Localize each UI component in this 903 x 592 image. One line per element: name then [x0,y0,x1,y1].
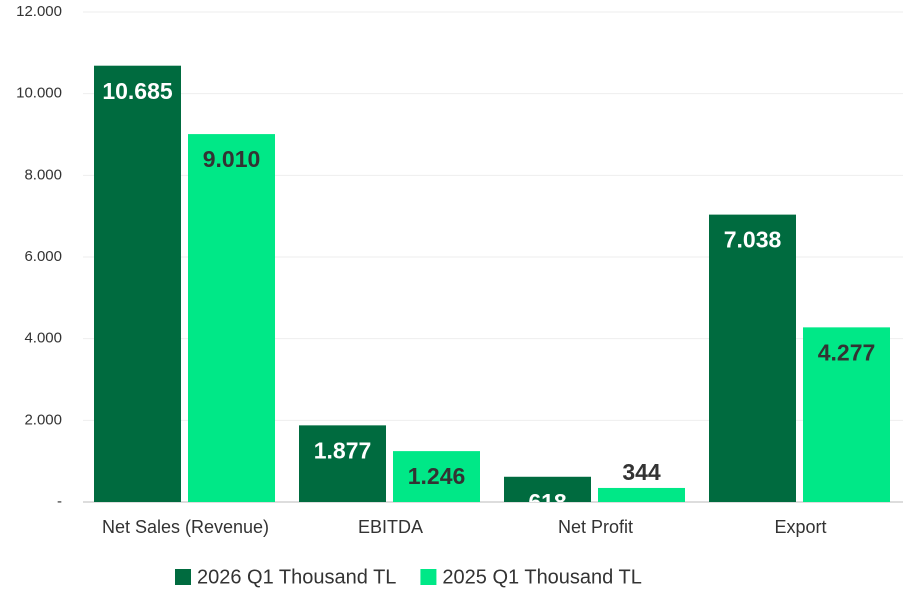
data-label: 4.277 [818,339,876,365]
legend-label: 2025 Q1 Thousand TL [442,566,641,588]
bar [598,487,685,502]
legend-swatch [175,569,191,585]
data-label: 9.010 [203,146,261,172]
data-label: 344 [622,459,661,485]
data-label: 618 [528,489,567,515]
bar [803,327,890,502]
data-label: 7.038 [724,227,782,253]
bar [393,451,480,502]
bar [504,476,591,502]
x-tick-label: EBITDA [358,517,423,537]
data-label: 1.246 [408,463,466,489]
y-tick-label: 2.000 [24,411,62,428]
y-tick-label: 6.000 [24,248,62,265]
y-tick-label: 4.000 [24,330,62,347]
y-tick-label: 10.000 [16,85,62,102]
y-tick-label: - [57,493,62,510]
bars: 10.685 9.010 1.877 1.246 618 344 7.038 4.277 [94,65,890,515]
legend-label: 2026 Q1 Thousand TL [197,566,396,588]
bar [188,134,275,502]
x-tick-label: Net Sales (Revenue) [102,517,269,537]
y-tick-label: 8.000 [24,166,62,183]
legend-swatch [420,569,437,585]
y-tick-label: 12.000 [16,3,62,20]
bar [94,65,181,502]
x-tick-label: Export [774,517,826,537]
bar [709,214,796,502]
x-tick-label: Net Profit [558,517,633,537]
bar [299,425,386,502]
data-label: 1.877 [314,437,372,463]
data-label: 10.685 [102,78,173,104]
